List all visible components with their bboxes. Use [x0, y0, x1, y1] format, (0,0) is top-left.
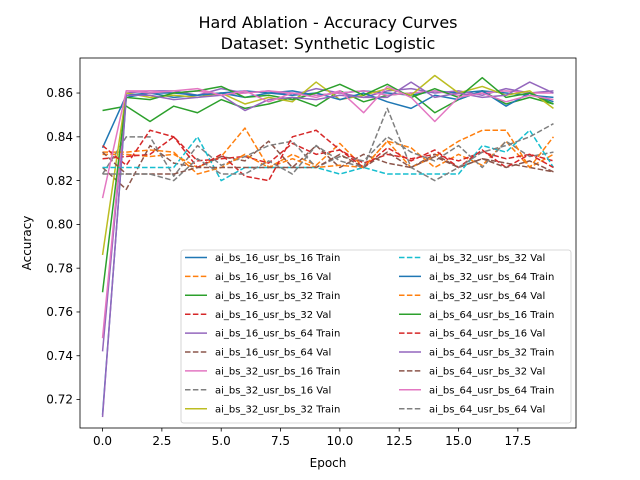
y-axis: 0.72 0.74 0.76 0.78 0.80 0.82 0.84 0.86	[46, 86, 80, 407]
legend-label: ai_bs_64_usr_bs_16 Train	[429, 310, 554, 321]
plot-lines	[101, 74, 555, 418]
legend-label: ai_bs_32_usr_bs_32 Train	[215, 404, 340, 415]
y-axis-label: Accuracy	[20, 216, 34, 271]
chart-title: Hard Ablation - Accuracy Curves	[199, 13, 458, 32]
x-tick-label: 10.0	[327, 434, 354, 448]
legend-label: ai_bs_16_usr_bs_32 Train	[215, 291, 340, 302]
y-tick-label: 0.78	[46, 261, 73, 275]
x-tick-label: 15.0	[445, 434, 472, 448]
series-line-17	[101, 85, 554, 199]
legend-label: ai_bs_64_usr_bs_32 Val	[429, 367, 545, 378]
x-axis: 0.0 2.5 5.0 7.5 10.0 12.5 15.0 17.5	[93, 428, 531, 448]
y-tick-label: 0.82	[46, 174, 73, 188]
x-tick-label: 0.0	[93, 434, 112, 448]
legend-label: ai_bs_32_usr_bs_64 Train	[429, 272, 554, 283]
series-line-8	[101, 136, 554, 177]
series-line-9	[101, 74, 554, 256]
series-line-10	[102, 129, 555, 182]
legend-label: ai_bs_16_usr_bs_16 Val	[215, 272, 331, 283]
legend-label: ai_bs_16_usr_bs_16 Train	[215, 253, 340, 264]
series-line-16	[102, 151, 554, 175]
x-tick-label: 7.5	[271, 434, 290, 448]
legend-label: ai_bs_16_usr_bs_64 Val	[215, 348, 331, 359]
legend-label: ai_bs_16_usr_bs_64 Train	[215, 329, 340, 340]
series-line-14	[102, 129, 554, 182]
legend-label: ai_bs_64_usr_bs_64 Val	[429, 404, 545, 415]
legend-box	[180, 249, 572, 424]
legend-label: ai_bs_64_usr_bs_16 Val	[429, 329, 545, 340]
x-tick-label: 2.5	[152, 434, 171, 448]
y-tick-label: 0.76	[46, 305, 73, 319]
y-tick-label: 0.72	[46, 393, 73, 407]
legend-label: ai_bs_64_usr_bs_64 Train	[429, 385, 554, 396]
x-tick-label: 17.5	[504, 434, 531, 448]
legend: ai_bs_16_usr_bs_16 Train ai_bs_16_usr_bs_…	[180, 249, 572, 424]
series-line-2	[102, 127, 554, 169]
y-tick-label: 0.74	[46, 349, 73, 363]
y-tick-label: 0.80	[46, 218, 73, 232]
legend-label: ai_bs_16_usr_bs_32 Val	[215, 310, 331, 321]
legend-label: ai_bs_32_usr_bs_64 Val	[429, 291, 545, 302]
chart-subtitle: Dataset: Synthetic Logistic	[221, 34, 436, 53]
plot-frame	[79, 57, 577, 429]
series-line-15	[101, 81, 554, 418]
y-tick-label: 0.86	[46, 86, 73, 100]
series-line-6	[102, 140, 554, 191]
series-line-13	[101, 76, 554, 293]
legend-label: ai_bs_32_usr_bs_16 Train	[215, 367, 340, 378]
legend-label: ai_bs_32_usr_bs_16 Val	[215, 385, 331, 396]
y-tick-label: 0.84	[46, 130, 73, 144]
legend-label: ai_bs_64_usr_bs_32 Train	[429, 348, 554, 359]
legend-label: ai_bs_32_usr_bs_32 Val	[429, 253, 545, 264]
x-tick-label: 12.5	[386, 434, 413, 448]
series-line-18	[102, 107, 554, 182]
series-line-12	[102, 129, 555, 175]
x-axis-label: Epoch	[310, 456, 347, 470]
x-tick-label: 5.0	[212, 434, 231, 448]
